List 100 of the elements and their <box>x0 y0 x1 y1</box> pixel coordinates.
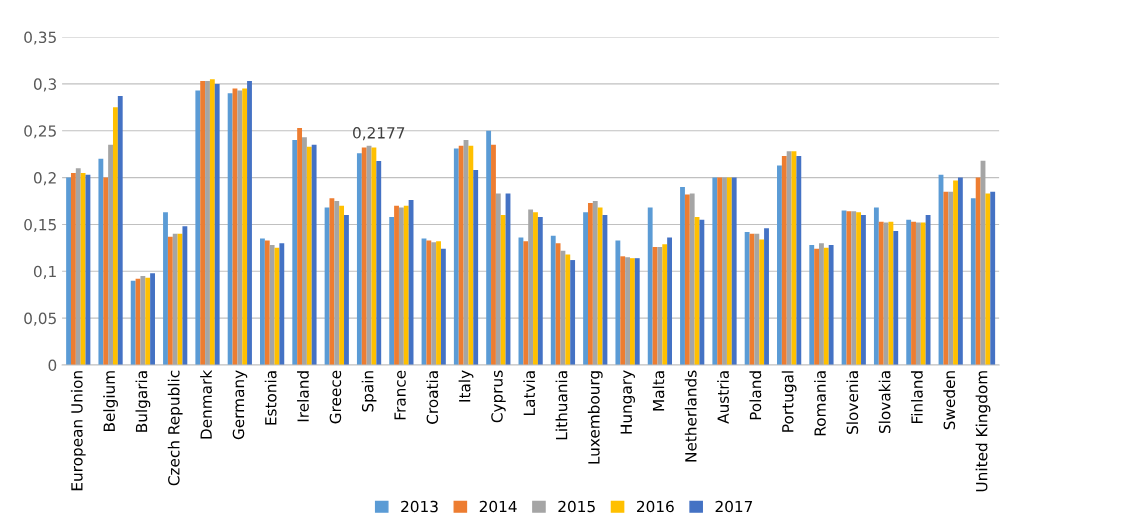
x-tick-label: France <box>394 370 406 420</box>
bar <box>925 215 931 366</box>
x-tick-label: Denmark <box>200 369 212 439</box>
bar <box>163 212 168 366</box>
x-tick-label: Germany <box>232 370 248 440</box>
x-tick-label: Hungary <box>620 370 635 434</box>
bar <box>625 257 630 366</box>
bar <box>371 147 377 366</box>
bar <box>491 144 496 366</box>
bar <box>279 243 285 366</box>
x-tick-label: Austria <box>717 371 729 424</box>
bar <box>990 191 996 366</box>
bar <box>500 215 506 366</box>
bar <box>657 246 663 366</box>
y-tick-label: 0,35 <box>24 31 56 45</box>
bar <box>975 177 981 366</box>
bar <box>440 248 446 366</box>
data-label: 0,2177 <box>353 127 405 141</box>
bar <box>796 156 802 366</box>
bar <box>731 177 737 366</box>
bar <box>587 202 593 366</box>
x-tick-label: Croatia <box>426 371 439 424</box>
bar <box>264 240 270 366</box>
bar <box>920 222 926 366</box>
bar <box>717 177 723 366</box>
bar <box>662 244 668 366</box>
bar <box>172 233 178 366</box>
bar <box>943 191 949 366</box>
x-tick-label: Romania <box>814 371 826 436</box>
bar <box>329 198 335 366</box>
bar <box>80 172 86 366</box>
bar <box>140 275 146 366</box>
bar <box>75 168 81 366</box>
bar <box>565 254 571 366</box>
bar <box>759 239 765 366</box>
x-tick-label: Czech Republic <box>167 370 183 486</box>
bar <box>667 237 672 366</box>
bar <box>431 242 437 366</box>
y-tick-label: 0,05 <box>24 312 56 326</box>
bar <box>781 156 787 366</box>
bar <box>436 241 441 366</box>
bar <box>117 96 123 366</box>
bar <box>361 147 367 366</box>
y-tick-label: 0 <box>48 359 57 372</box>
x-tick-label: Ireland <box>297 371 309 422</box>
bar <box>570 260 576 366</box>
x-tick-label: United Kingdom <box>975 371 991 492</box>
x-tick-label: Lithuania <box>555 371 568 440</box>
bar <box>777 165 782 366</box>
bar <box>583 212 588 366</box>
bar <box>948 191 954 366</box>
bar <box>615 240 621 366</box>
bar <box>893 231 899 366</box>
bar <box>344 215 349 366</box>
bar <box>227 93 233 366</box>
y-tick-label: 0,3 <box>33 78 57 92</box>
bar <box>70 172 76 366</box>
bar <box>846 211 852 366</box>
x-tick-label: Latvia <box>523 371 536 415</box>
x-tick-label: Estonia <box>264 371 277 425</box>
legend-label: 2015 <box>558 500 595 513</box>
bar <box>712 177 718 366</box>
bar <box>376 161 382 366</box>
bar <box>680 186 685 366</box>
bar <box>306 146 312 366</box>
bar <box>486 130 492 366</box>
bar <box>528 209 534 366</box>
bar <box>195 90 201 366</box>
bar <box>620 256 626 366</box>
bar <box>150 273 155 366</box>
bar <box>851 211 857 366</box>
bar <box>823 247 829 366</box>
bar <box>112 107 118 366</box>
bar <box>311 144 317 366</box>
y-tick-label: 0,15 <box>24 218 56 233</box>
bar <box>242 88 248 366</box>
x-tick-label: Italy <box>458 370 474 402</box>
bar <box>726 177 732 366</box>
bar <box>453 148 459 366</box>
bar <box>809 245 815 366</box>
bar <box>260 238 265 366</box>
bar <box>906 219 912 366</box>
bar <box>873 207 879 366</box>
bar <box>814 248 820 366</box>
bar <box>537 216 543 366</box>
bar <box>699 219 705 366</box>
x-tick-label: European Union <box>70 371 86 491</box>
bar <box>269 245 275 366</box>
bar <box>473 170 479 366</box>
bar <box>786 151 792 366</box>
y-tick-label: 0,1 <box>33 265 56 279</box>
bar <box>647 207 653 366</box>
bar <box>394 205 399 366</box>
bar <box>205 81 210 366</box>
bar <box>458 145 464 366</box>
bar <box>764 228 769 366</box>
bar <box>130 280 136 366</box>
bar <box>495 193 501 366</box>
x-tick-label: Poland <box>749 371 762 420</box>
bar <box>915 222 921 366</box>
